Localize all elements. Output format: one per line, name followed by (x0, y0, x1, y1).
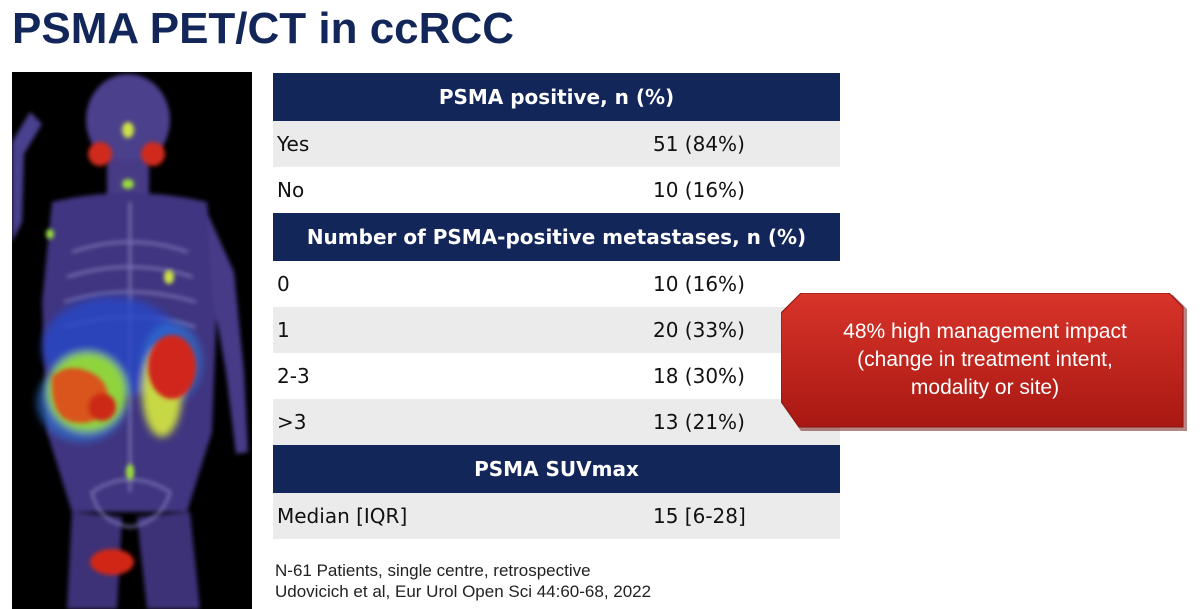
row-value: 15 [6-28] (653, 504, 746, 528)
pet-ct-scan-image (12, 72, 252, 609)
section-header-metastases: Number of PSMA-positive metastases, n (%… (273, 213, 840, 261)
slide-title: PSMA PET/CT in ccRCC (12, 4, 514, 53)
section-header-suvmax: PSMA SUVmax (273, 445, 840, 493)
row-label: Yes (277, 132, 310, 156)
footnote: N-61 Patients, single centre, retrospect… (275, 560, 651, 602)
table-row: >3 13 (21%) (273, 399, 840, 445)
row-label: 0 (277, 272, 290, 296)
row-value: 13 (21%) (653, 410, 745, 434)
section-header-psma-positive: PSMA positive, n (%) (273, 73, 840, 121)
row-label: >3 (277, 410, 307, 434)
table-row: Yes 51 (84%) (273, 121, 840, 167)
row-value: 20 (33%) (653, 318, 745, 342)
row-value: 51 (84%) (653, 132, 745, 156)
table-row: 2-3 18 (30%) (273, 353, 840, 399)
table-row: No 10 (16%) (273, 167, 840, 213)
psma-results-table: PSMA positive, n (%) Yes 51 (84%) No 10 … (273, 73, 840, 539)
table-row: 1 20 (33%) (273, 307, 840, 353)
row-label: 2-3 (277, 364, 310, 388)
row-label: No (277, 178, 305, 202)
callout-line: (change in treatment intent, (857, 348, 1113, 371)
citation: Udovicich et al, Eur Urol Open Sci 44:60… (275, 582, 652, 601)
row-label: Median [IQR] (277, 504, 408, 528)
row-value: 10 (16%) (653, 272, 745, 296)
callout-line: 48% high management impact (843, 320, 1127, 343)
row-label: 1 (277, 318, 290, 342)
table-row: 0 10 (16%) (273, 261, 840, 307)
callout-text: 48% high management impact (change in tr… (795, 318, 1175, 402)
management-impact-callout (781, 293, 1187, 431)
row-value: 18 (30%) (653, 364, 745, 388)
footnote-line: N-61 Patients, single centre, retrospect… (275, 561, 591, 580)
table-row: Median [IQR] 15 [6-28] (273, 493, 840, 539)
callout-line: modality or site) (910, 376, 1060, 399)
row-value: 10 (16%) (653, 178, 745, 202)
